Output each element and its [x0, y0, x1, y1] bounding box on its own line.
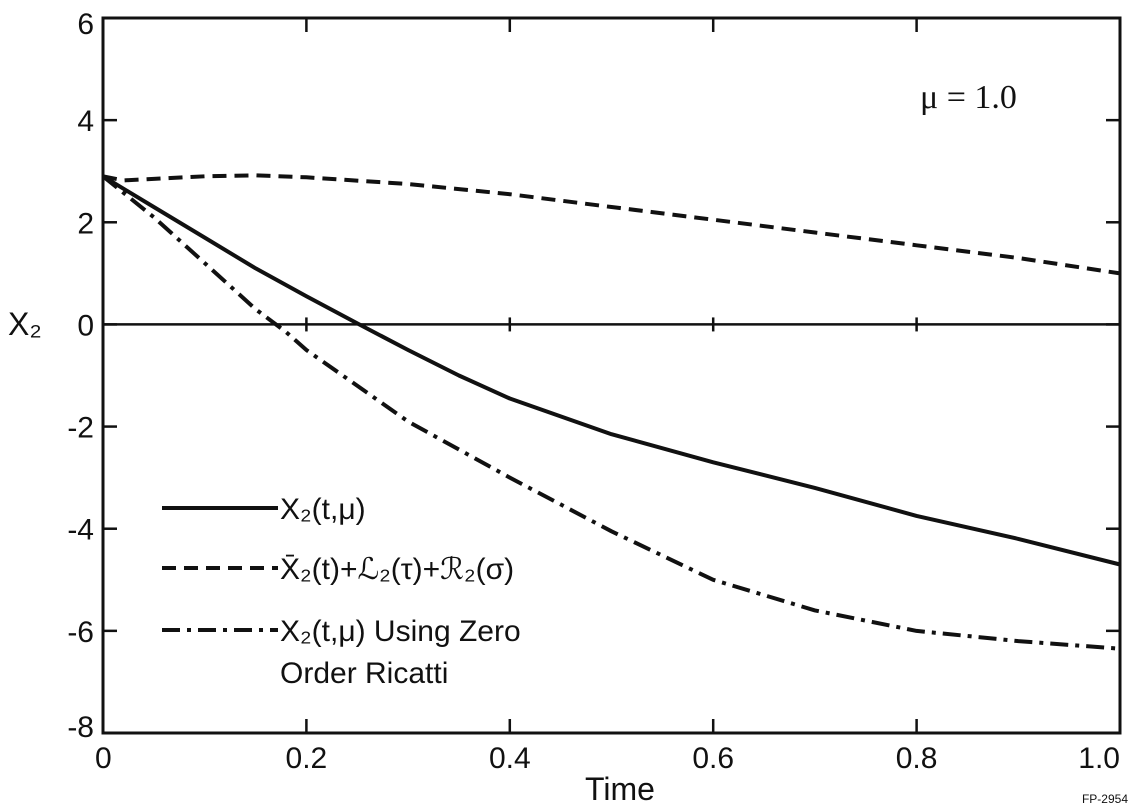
legend-label-3: Order Ricatti	[280, 657, 448, 690]
legend-label-3: X₂(t,μ) Using Zero	[280, 615, 521, 648]
y-tick-label: -4	[67, 514, 94, 547]
ticks-layer	[101, 16, 1122, 735]
legend: X₂(t,μ) X̄₂(t)+ℒ₂(τ)+ℛ₂(σ) X₂(t,μ) Using Z…	[162, 493, 521, 690]
y-tick-label: -2	[67, 412, 94, 445]
labels-layer: 0 0.2 0.4 0.6 0.8 1.0 -8 -6 -4 -2 0 2 4 6	[67, 8, 1120, 775]
series-line-2	[102, 173, 1121, 276]
figure-code: FP-2954	[1082, 792, 1128, 806]
x-tick-label: 0.2	[286, 742, 328, 775]
x-tick-label: 0.6	[692, 742, 734, 775]
y-tick-label: 2	[77, 207, 94, 240]
y-tick-label: 4	[77, 105, 94, 138]
x-axis-title: Time	[585, 771, 655, 807]
x-tick-label: 1.0	[1078, 742, 1120, 775]
x-tick-label: 0.4	[489, 742, 531, 775]
y-tick-label: 6	[77, 8, 94, 41]
y-tick-label: 0	[77, 309, 94, 342]
plot-frame	[101, 16, 1122, 735]
series-line-3	[101, 174, 1121, 651]
legend-label-1: X₂(t,μ)	[280, 493, 366, 526]
y-tick-label: -6	[67, 616, 94, 649]
x-tick-label: 0.8	[896, 742, 938, 775]
mu-annotation: μ = 1.0	[920, 79, 1017, 116]
y-axis-title: X₂	[8, 306, 42, 342]
series-layer	[101, 173, 1121, 651]
y-tick-label: -8	[67, 711, 94, 744]
x-tick-label: 0	[95, 742, 112, 775]
series-line-1	[101, 174, 1121, 567]
legend-label-2: X̄₂(t)+ℒ₂(τ)+ℛ₂(σ)	[280, 553, 514, 586]
